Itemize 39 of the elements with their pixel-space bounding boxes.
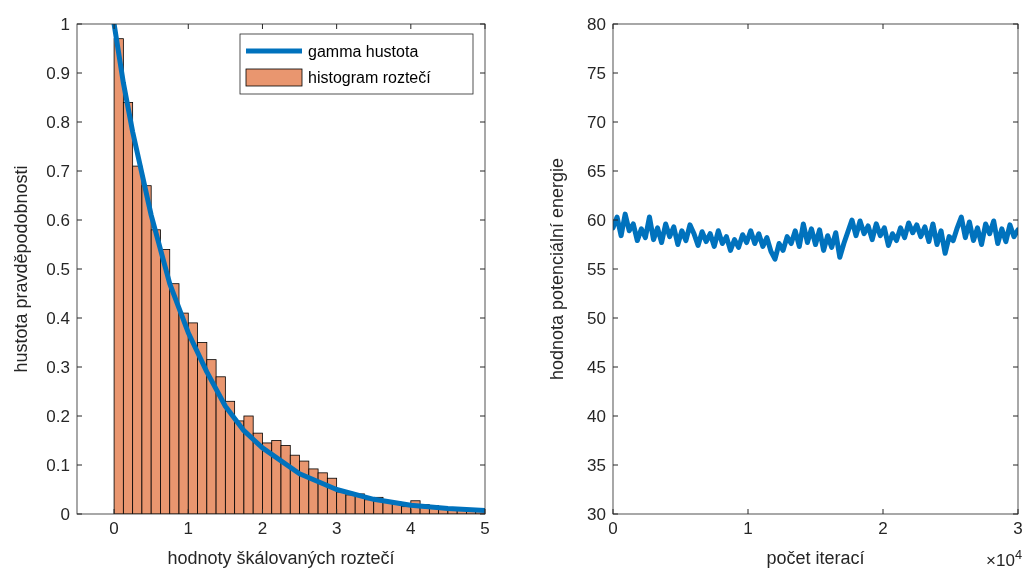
x-tick-label: 3	[331, 519, 342, 538]
y-tick-label: 0.3	[46, 357, 70, 377]
x-axis-title: hodnoty škálovaných roztečí	[167, 548, 395, 568]
y-tick-label: 60	[587, 210, 606, 230]
y-tick-label: 40	[587, 406, 606, 426]
y-tick-label: 70	[587, 112, 606, 132]
text: ×10$^{4}$	[986, 546, 1022, 570]
y-axis-title: hustota pravděpodobnosti	[11, 165, 31, 373]
y-tick-label: 1	[60, 14, 70, 34]
y-tick-label: 65	[587, 161, 606, 181]
y-tick-label: 0.9	[46, 63, 70, 83]
y-tick-label: 0.7	[46, 161, 70, 181]
x-tick-label: 5	[480, 519, 490, 538]
y-tick-label: 0.2	[46, 406, 70, 426]
y-tick-label: 0.6	[46, 210, 70, 230]
y-tick-label: 0.1	[46, 455, 70, 475]
y-tick-label: 45	[587, 357, 606, 377]
y-tick-label: 0.4	[46, 308, 70, 328]
x-tick-label: 2	[257, 519, 268, 538]
x-tick-label: 0	[608, 519, 618, 538]
y-tick-label: 0.8	[46, 112, 70, 132]
y-axis-title: hodnota potenciální energie	[547, 157, 567, 381]
x-tick-label: 3	[1013, 519, 1023, 538]
y-tick-label: 0	[60, 504, 70, 524]
x-tick-label: 2	[878, 519, 888, 538]
y-tick-label: 55	[587, 259, 606, 279]
x-tick-label: 4	[406, 519, 416, 538]
x-tick-label: 1	[183, 519, 194, 538]
y-tick-label: 75	[587, 63, 606, 83]
x-axis-title: počet iterací	[766, 548, 865, 568]
y-tick-label: 50	[587, 308, 606, 328]
x-tick-label: 1	[743, 519, 753, 538]
legend-label: gamma hustota	[308, 42, 419, 60]
y-tick-label: 30	[587, 504, 606, 524]
y-tick-label: 35	[587, 455, 606, 475]
legend-label: histogram roztečí	[308, 68, 432, 86]
y-tick-label: 80	[587, 14, 606, 34]
y-tick-label: 0.5	[46, 259, 70, 279]
x-tick-label: 0	[109, 519, 119, 538]
